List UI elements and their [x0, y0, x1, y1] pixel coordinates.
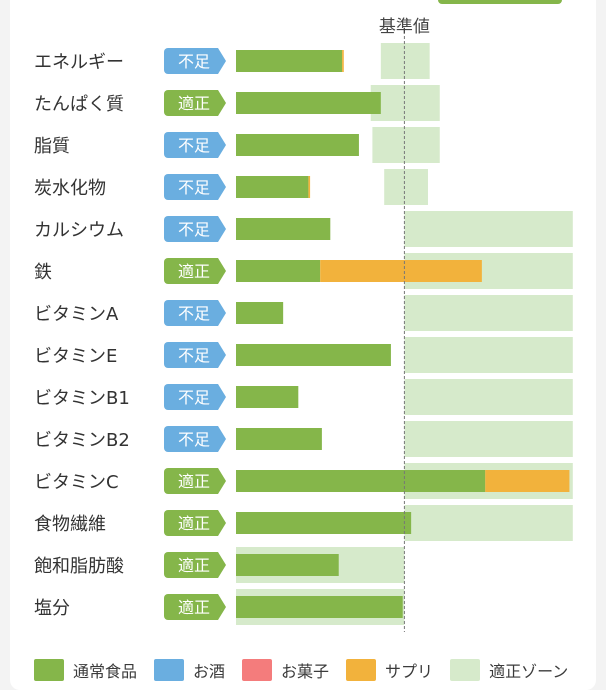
bar-segment [236, 302, 284, 324]
legend-item-zone: 適正ゾーン [450, 658, 568, 682]
legend: 通常食品 お酒 お菓子 サプリ 適正ゾーン [34, 658, 594, 682]
status-badge [164, 48, 226, 74]
bar-segment [236, 428, 322, 450]
nutrient-label: ビタミンB1 [34, 388, 130, 409]
zone-band [404, 379, 573, 415]
status-badge-text: 適正 [178, 598, 210, 617]
zone-band [404, 337, 573, 373]
top-chip [438, 0, 562, 4]
nutrient-label: 食物繊維 [34, 514, 106, 535]
status-badge-text: 不足 [178, 136, 210, 155]
legend-label-zone: 適正ゾーン [489, 662, 569, 681]
status-badge [164, 258, 226, 284]
legend-swatch-alcohol [154, 659, 185, 681]
legend-item-alcohol: お酒 [154, 658, 225, 682]
reference-label: 基準値 [379, 17, 430, 37]
status-badge [164, 594, 226, 620]
status-badge [164, 510, 226, 536]
status-badge-text: 適正 [178, 262, 210, 281]
bar-segment [236, 596, 403, 618]
nutrient-label: エネルギー [34, 52, 124, 73]
bar-segment [236, 218, 331, 240]
bar-segment [485, 470, 570, 492]
bar-segment [236, 260, 321, 282]
legend-item-normal-food: 通常食品 [34, 658, 137, 682]
nutrient-label: ビタミンE [34, 346, 117, 367]
legend-label-supplement: サプリ [385, 662, 434, 681]
nutrient-label: カルシウム [34, 220, 124, 241]
status-badge [164, 300, 226, 326]
bar-segment [236, 554, 339, 576]
legend-label-normal-food: 通常食品 [73, 662, 138, 681]
bar-segment [236, 50, 343, 72]
legend-item-supplement: サプリ [346, 658, 433, 682]
nutrient-label: ビタミンA [34, 304, 119, 325]
bar-segment [236, 512, 412, 534]
nutrient-label: 脂質 [34, 136, 70, 157]
bar-segment [236, 344, 391, 366]
zone-band [370, 85, 440, 121]
bar-segment [236, 176, 309, 198]
status-badge [164, 426, 226, 452]
bar-segment [236, 386, 299, 408]
nutrient-label: 炭水化物 [34, 178, 106, 199]
status-badge-text: 不足 [178, 178, 210, 197]
zone-band [372, 127, 440, 163]
legend-label-alcohol: お酒 [193, 662, 226, 681]
nutrient-label: ビタミンC [34, 472, 119, 493]
status-badge-text: 不足 [178, 304, 210, 323]
status-badge-text: 適正 [178, 514, 210, 533]
bar-segment [320, 260, 482, 282]
status-badge [164, 384, 226, 410]
nutrient-label: たんぱく質 [34, 94, 124, 115]
zone-band [404, 211, 573, 247]
status-badge-text: 適正 [178, 472, 210, 491]
nutrient-label: 塩分 [34, 598, 70, 619]
bar-segment [236, 134, 359, 156]
status-badge-text: 不足 [178, 220, 210, 239]
status-badge [164, 468, 226, 494]
status-badge-text: 不足 [178, 346, 210, 365]
bar-segment [236, 92, 381, 114]
legend-swatch-sweets [242, 659, 273, 681]
status-badge [164, 90, 226, 116]
status-badge [164, 174, 226, 200]
legend-item-sweets: お菓子 [242, 658, 329, 682]
status-badge-text: 適正 [178, 556, 210, 575]
status-badge-text: 不足 [178, 52, 210, 71]
legend-swatch-supplement [346, 659, 377, 681]
status-badge-text: 不足 [178, 388, 210, 407]
nutrient-label: 鉄 [34, 262, 52, 283]
legend-swatch-normal-food [34, 659, 64, 681]
legend-swatch-zone [450, 659, 481, 681]
nutrient-label: 飽和脂肪酸 [34, 556, 124, 577]
status-badge [164, 132, 226, 158]
status-badge-text: 適正 [178, 94, 210, 113]
zone-band [404, 421, 573, 457]
status-badge [164, 342, 226, 368]
status-badge [164, 552, 226, 578]
zone-band [380, 43, 430, 79]
zone-band [404, 505, 573, 541]
legend-label-sweets: お菓子 [281, 662, 330, 681]
status-badge [164, 216, 226, 242]
bar-segment [342, 50, 344, 72]
bar-segment [308, 176, 311, 198]
zone-band [384, 169, 428, 205]
bar-segment [236, 470, 486, 492]
zone-band [404, 295, 573, 331]
status-badge-text: 不足 [178, 430, 210, 449]
nutrient-label: ビタミンB2 [34, 430, 130, 451]
